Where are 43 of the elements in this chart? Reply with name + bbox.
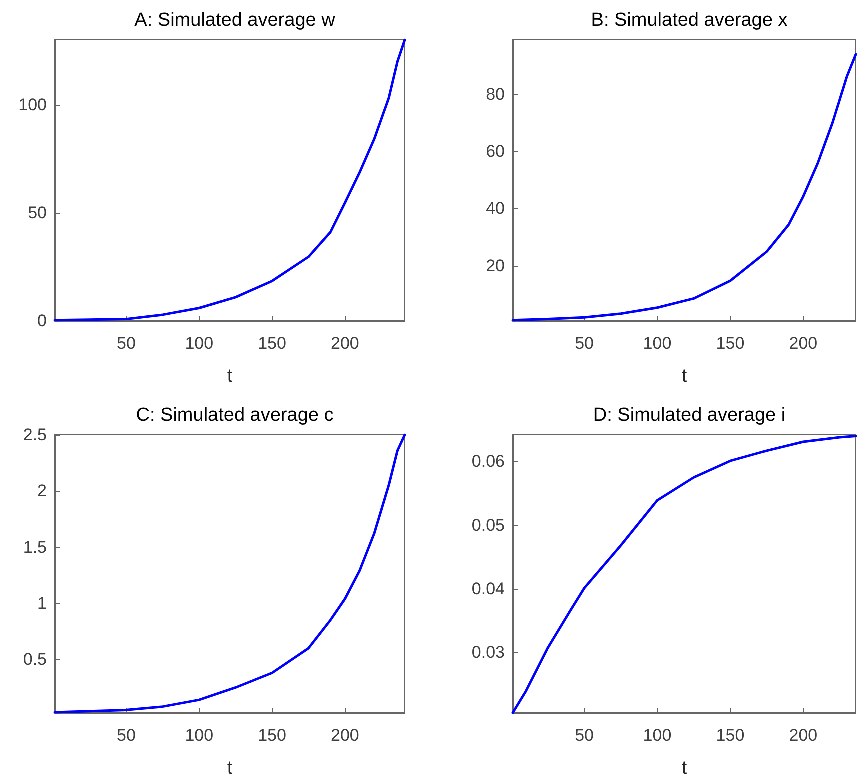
x-axis-title: t bbox=[227, 366, 234, 387]
chart-title: C: Simulated average c bbox=[136, 405, 334, 426]
y-tick-label: 0 bbox=[38, 312, 47, 330]
y-tick-label: 2.5 bbox=[23, 426, 47, 444]
x-axis-title: t bbox=[682, 366, 688, 387]
y-tick-label: 0.06 bbox=[472, 452, 505, 472]
x-axis-title: t bbox=[682, 758, 688, 779]
x-tick-label: 100 bbox=[185, 726, 214, 745]
y-tick-label: 80 bbox=[486, 84, 505, 104]
x-axis-title: t bbox=[227, 758, 234, 779]
y-tick-label: 100 bbox=[18, 95, 47, 114]
chart-title: A: Simulated average w bbox=[134, 10, 336, 31]
y-tick-label: 0.05 bbox=[472, 516, 505, 535]
x-tick-label: 150 bbox=[716, 726, 745, 745]
x-tick-label: 150 bbox=[716, 334, 745, 353]
y-tick-label: 0.5 bbox=[23, 650, 47, 670]
y-tick-label: 2 bbox=[38, 482, 47, 501]
x-tick-label: 100 bbox=[643, 726, 672, 745]
line-series bbox=[512, 435, 857, 714]
x-tick-label: 100 bbox=[643, 334, 672, 353]
x-tick-label: 200 bbox=[331, 726, 360, 745]
x-tick-label: 200 bbox=[331, 334, 360, 353]
line-series bbox=[54, 434, 406, 714]
chart-title: B: Simulated average x bbox=[591, 10, 788, 31]
y-tick-label: 20 bbox=[486, 256, 505, 276]
x-tick-label: 50 bbox=[116, 726, 136, 745]
x-tick-label: 100 bbox=[185, 334, 214, 353]
x-tick-label: 50 bbox=[116, 334, 136, 353]
y-tick-label: 1.5 bbox=[23, 538, 47, 557]
x-tick-label: 150 bbox=[258, 726, 286, 745]
y-tick-label: 50 bbox=[28, 203, 47, 222]
y-tick-label: 1 bbox=[38, 594, 47, 613]
x-tick-label: 50 bbox=[575, 334, 594, 353]
x-tick-label: 200 bbox=[789, 726, 818, 745]
y-tick-label: 40 bbox=[486, 199, 505, 218]
x-tick-label: 50 bbox=[575, 726, 594, 745]
y-tick-label: 0.03 bbox=[472, 643, 505, 662]
line-series bbox=[54, 38, 406, 322]
x-tick-label: 150 bbox=[258, 334, 286, 353]
y-tick-label: 0.04 bbox=[472, 579, 505, 598]
x-tick-label: 200 bbox=[789, 334, 818, 353]
chart-title: D: Simulated average i bbox=[593, 405, 786, 426]
y-tick-label: 60 bbox=[486, 142, 505, 161]
